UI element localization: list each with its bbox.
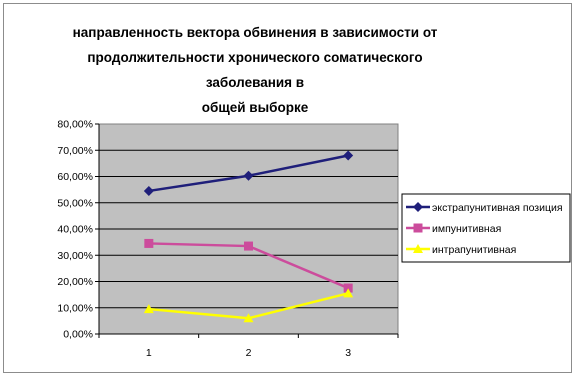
y-tick-label: 0,00% <box>63 329 93 341</box>
data-point <box>343 283 353 293</box>
legend-marker <box>413 244 423 253</box>
y-tick-label: 20,00% <box>57 276 93 288</box>
y-tick-label: 40,00% <box>57 224 93 236</box>
axes: 0,00% 10,00% 20,00% 30,00% 40,00% 50,00% 60,00… <box>57 119 399 359</box>
x-tick-label: 2 <box>246 347 252 359</box>
x-tick-label: 1 <box>146 347 152 359</box>
y-tick-label: 60,00% <box>57 171 93 183</box>
legend-label: импунитивная <box>432 223 501 235</box>
legend-label: интрапунитивная <box>432 244 516 256</box>
series-1 <box>143 150 354 196</box>
data-point <box>144 238 154 248</box>
data-point <box>343 150 354 161</box>
data-point <box>243 170 254 181</box>
y-tick-label: 70,00% <box>57 145 93 157</box>
data-point <box>243 313 254 323</box>
y-tick-label: 10,00% <box>57 302 93 314</box>
legend-marker <box>413 202 423 212</box>
series-3 <box>143 288 354 323</box>
data-point <box>244 241 253 251</box>
x-tick-label: 3 <box>345 347 351 359</box>
chart-title-line-3: общей выборке <box>201 100 309 115</box>
legend-label: экстрапунитивная позиция <box>432 202 563 214</box>
series-2 <box>144 238 353 293</box>
data-point <box>143 185 154 196</box>
data-point <box>343 288 354 298</box>
y-tick-label: 50,00% <box>57 197 93 209</box>
chart-title: направленность вектора обвинения в завис… <box>60 20 450 120</box>
legend: экстрапунитивная позиция импунитивная интр… <box>401 193 571 263</box>
data-point <box>143 304 154 314</box>
y-tick-label: 80,00% <box>57 119 93 131</box>
chart-title-line-2: продолжительности хронического соматичес… <box>87 50 423 90</box>
series <box>143 150 354 323</box>
legend-marker <box>413 223 423 233</box>
y-tick-label: 30,00% <box>57 250 93 262</box>
chart-title-line-1: направленность вектора обвинения в завис… <box>72 25 438 40</box>
